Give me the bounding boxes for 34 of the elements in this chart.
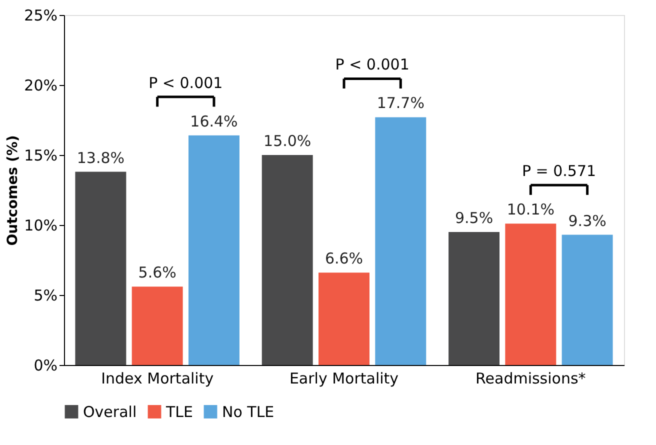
y-tick-label: 10% (24, 216, 58, 234)
y-tick-label: 5% (34, 286, 58, 304)
x-tick-label: Early Mortality (289, 370, 399, 388)
data-label: 16.4% (190, 112, 238, 130)
y-tick-label: 20% (24, 76, 58, 94)
data-label: 17.7% (376, 94, 424, 112)
annotation: P < 0.001 (335, 56, 410, 74)
x-tick-label: Index Mortality (101, 370, 214, 388)
data-label: 15.0% (264, 132, 312, 150)
annotation: P < 0.001 (148, 74, 223, 92)
bar (132, 286, 183, 365)
data-label: 10.1% (506, 200, 554, 219)
y-tick-label: 0% (34, 356, 58, 374)
bar (562, 234, 613, 365)
y-axis-title: Outcomes (%) (5, 135, 22, 246)
bar (188, 135, 240, 365)
bar (75, 172, 126, 365)
data-label: 9.3% (568, 212, 606, 230)
bar (375, 117, 426, 365)
data-label: 9.5% (454, 209, 494, 227)
bar (262, 155, 313, 365)
y-tick-label: 25% (24, 6, 58, 24)
data-label: 13.8% (76, 148, 125, 167)
legend-label: TLE (165, 402, 193, 421)
y-tick-label: 15% (24, 146, 58, 164)
legend-label: No TLE (222, 402, 274, 421)
data-label: 5.6% (138, 264, 176, 282)
bar (448, 232, 500, 365)
x-tick-label: Readmissions* (476, 370, 586, 388)
bar (505, 224, 556, 365)
annotation: P = 0.571 (522, 162, 596, 180)
legend-label: Overall (83, 402, 137, 421)
data-label: 6.6% (324, 250, 364, 268)
bar (318, 272, 370, 365)
